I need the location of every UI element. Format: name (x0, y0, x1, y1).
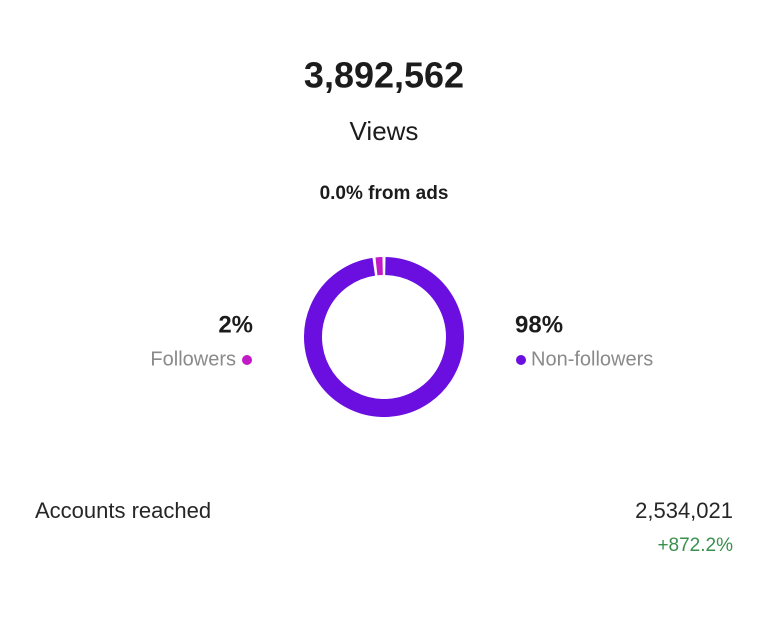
percent-label: 2% (218, 311, 253, 338)
legend-dot (242, 355, 252, 365)
metric-change: +872.2% (657, 535, 733, 556)
legend-dot (516, 355, 526, 365)
donut-segment (304, 257, 464, 417)
legend-label: Followers (150, 348, 236, 370)
ads-note: 0.0% from ads (320, 183, 449, 204)
legend-label: Non-followers (531, 348, 653, 370)
views-count: 3,892,562 (304, 55, 464, 96)
metric-value: 2,534,021 (635, 498, 733, 523)
percent-label: 98% (515, 311, 563, 338)
metric-label[interactable]: Accounts reached (35, 498, 211, 523)
views-label: Views (350, 116, 419, 146)
